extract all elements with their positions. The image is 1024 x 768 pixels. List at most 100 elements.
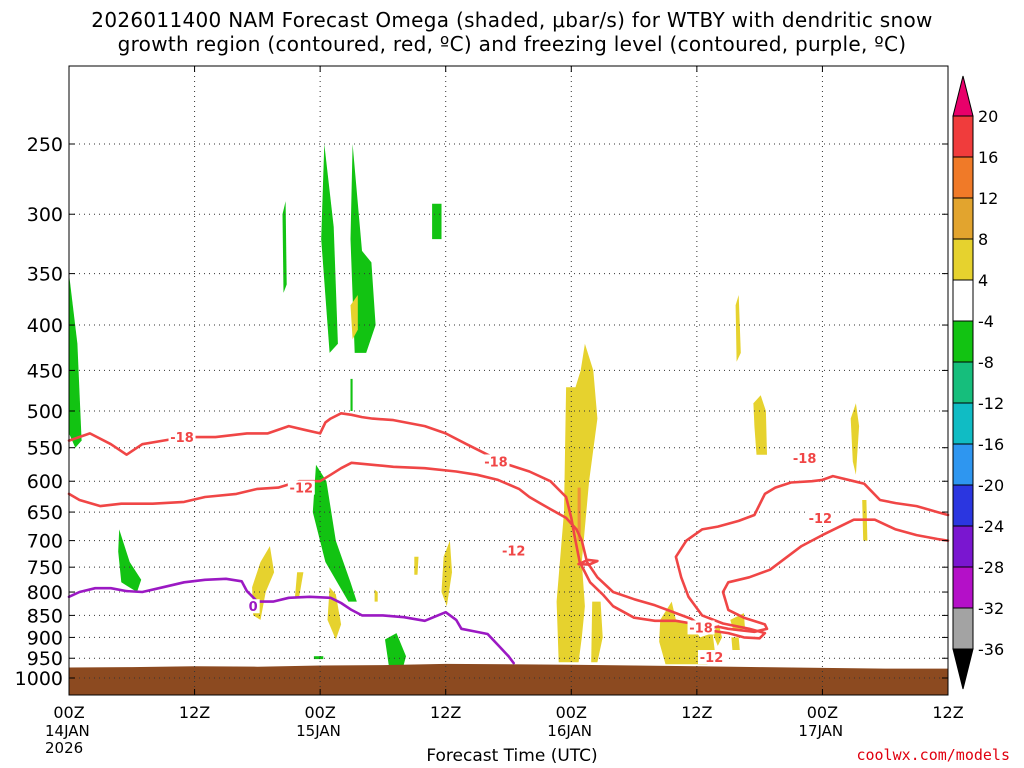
x-axis-label: Forecast Time (UTC) [426, 746, 598, 766]
colorbar-swatch [952, 443, 974, 486]
y-tick-label: 300 [27, 204, 63, 226]
omega-fill-negative [282, 201, 287, 293]
contour-label: -12 [809, 512, 833, 527]
contour-label-bg [168, 430, 196, 445]
colorbar-top-arrow [952, 75, 974, 117]
x-tick-sublabel: 15JAN [296, 722, 341, 740]
colorbar-swatch [952, 607, 974, 650]
colorbar-label: 20 [978, 107, 998, 126]
omega-fill-positive [350, 295, 358, 340]
colorbar-label: 16 [978, 148, 998, 167]
colorbar-swatch [952, 361, 974, 404]
x-tick-label: 00Z [53, 703, 84, 722]
x-tick-label: 12Z [179, 703, 210, 722]
contour-label-bg [687, 620, 715, 635]
contour-label: -12 [502, 544, 526, 559]
x-tick-sublabel: 14JAN [45, 722, 90, 740]
colorbar-swatch [952, 238, 974, 281]
x-tick-label: 00Z [304, 703, 335, 722]
y-tick-label: 850 [27, 605, 63, 627]
chart-title: 2026011400 NAM Forecast Omega (shaded, μ… [0, 8, 1024, 56]
credit-link[interactable]: coolwx.com/models [856, 746, 1010, 764]
omega-fill-positive [441, 540, 452, 607]
omega-fill-negative [350, 378, 353, 411]
omega-fill-negative [312, 464, 357, 602]
y-tick-label: 600 [27, 471, 63, 493]
contour-label-bg [500, 543, 528, 558]
x-tick-label: 12Z [932, 703, 963, 722]
colorbar-swatch [952, 115, 974, 158]
colorbar-label: -8 [978, 353, 994, 372]
colorbar-label: -4 [978, 312, 994, 331]
omega-fill-positive [327, 587, 342, 640]
contour-label: -18 [170, 431, 194, 446]
y-tick-label: 350 [27, 264, 63, 286]
chart-title-line2: growth region (contoured, red, ºC) and f… [117, 32, 907, 56]
omega-fill-positive [414, 556, 419, 575]
y-tick-label: 700 [27, 531, 63, 553]
y-tick-label: 650 [27, 502, 63, 524]
colorbar-swatch [952, 525, 974, 568]
x-tick-label: 12Z [430, 703, 461, 722]
y-tick-label: 900 [27, 627, 63, 649]
contour-label-bg [791, 451, 819, 466]
colorbar-bottom-arrow [952, 648, 974, 690]
colorbar-swatch [952, 484, 974, 527]
contour-label: -18 [689, 621, 713, 636]
y-tick-label: 400 [27, 315, 63, 337]
colorbar-label: -16 [978, 435, 1004, 454]
omega-fill-negative [321, 144, 338, 353]
omega-fill-positive [374, 589, 378, 602]
contour-label: -18 [793, 452, 817, 467]
y-tick-label: 1000 [15, 668, 63, 690]
omega-fill-positive [731, 637, 740, 650]
colorbar-swatch [952, 279, 974, 322]
omega-fill-negative [118, 529, 142, 592]
contour-label-bg [698, 650, 726, 665]
omega-fill-positive [556, 343, 598, 663]
colorbar-swatch [952, 402, 974, 445]
colorbar-label: 12 [978, 189, 998, 208]
freezing-level-contour [67, 577, 515, 665]
contour-label-bg [287, 480, 315, 495]
x-tick-label: 00Z [556, 703, 587, 722]
omega-fill-negative [69, 273, 82, 448]
omega-fill-negative [432, 203, 442, 240]
colorbar-label: -36 [978, 640, 1004, 659]
chart-title-line1: 2026011400 NAM Forecast Omega (shaded, μ… [91, 8, 933, 32]
colorbar-swatch [952, 156, 974, 199]
contour-label: -18 [484, 455, 508, 470]
colorbar-swatch [952, 566, 974, 609]
omega-fill-negative [313, 656, 324, 660]
omega-fill-positive [577, 487, 581, 541]
contour-label-bg [482, 454, 510, 469]
colorbar-swatch [952, 320, 974, 363]
colorbar-label: -24 [978, 517, 1004, 536]
omega-fill-positive [295, 572, 304, 597]
y-tick-label: 800 [27, 582, 63, 604]
colorbar-label: 4 [978, 271, 988, 290]
colorbar-label: 8 [978, 230, 988, 249]
contour-label-bg [806, 510, 834, 525]
y-tick-label: 500 [27, 401, 63, 423]
x-tick-sublabel: 16JAN [547, 722, 592, 740]
y-tick-label: 450 [27, 360, 63, 382]
ground-surface [69, 663, 948, 695]
colorbar-label: -20 [978, 476, 1004, 495]
omega-fill-positive [712, 624, 722, 646]
y-tick-label: 250 [27, 134, 63, 156]
omega-fill-positive [735, 295, 741, 362]
plot-frame [68, 65, 949, 696]
dgz-contour [67, 412, 950, 634]
x-tick-label: 12Z [681, 703, 712, 722]
omega-fill-positive [850, 403, 860, 475]
y-tick-label: 950 [27, 648, 63, 670]
colorbar-swatch [952, 197, 974, 240]
y-tick-label: 550 [27, 438, 63, 460]
x-tick-sublabel: 17JAN [798, 722, 843, 740]
y-tick-label: 750 [27, 557, 63, 579]
dgz-contour [577, 558, 599, 566]
colorbar-label: -12 [978, 394, 1004, 413]
contour-label-bg [246, 599, 260, 614]
